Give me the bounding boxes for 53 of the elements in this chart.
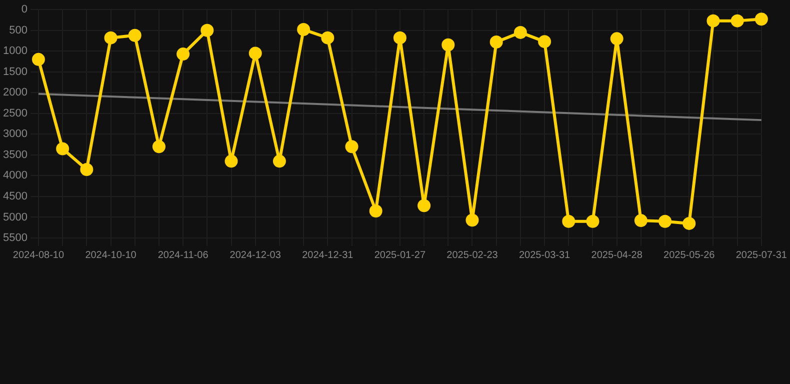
point	[442, 38, 455, 52]
point	[730, 14, 744, 28]
x-tick-label: 2024-12-31	[302, 250, 354, 261]
y-tick-label: 5000	[2, 211, 28, 224]
point	[393, 31, 406, 44]
point	[586, 214, 600, 228]
y-tick-label: 2500	[2, 107, 28, 120]
point	[490, 35, 503, 48]
x-tick-label: 2025-07-31	[736, 250, 788, 261]
x-tick-label: 2025-05-26	[664, 250, 716, 261]
x-tick-label: 2025-02-23	[446, 250, 498, 261]
x-tick-label: 2025-01-27	[374, 250, 426, 261]
x-tick-label: 2024-12-03	[230, 250, 282, 261]
y-tick-label: 1000	[2, 45, 28, 58]
point	[248, 46, 262, 60]
point	[176, 48, 190, 61]
point	[152, 140, 166, 154]
y-tick-label: 3000	[2, 128, 28, 140]
point	[80, 162, 94, 176]
point	[104, 31, 118, 44]
point	[514, 26, 527, 39]
y-tick-label: 2000	[2, 86, 28, 99]
point	[610, 32, 624, 46]
point	[562, 214, 576, 228]
point	[345, 140, 358, 154]
point	[682, 216, 696, 230]
point	[56, 142, 70, 156]
point	[634, 214, 648, 228]
point	[321, 31, 334, 44]
point	[200, 24, 214, 37]
point	[297, 23, 310, 36]
point	[272, 154, 286, 168]
point	[418, 199, 431, 212]
point	[224, 154, 238, 168]
x-tick-label: 2025-04-28	[591, 250, 643, 261]
x-tick-label: 2024-11-06	[158, 250, 209, 261]
x-tick-label: 2025-03-31	[518, 250, 571, 261]
point	[658, 214, 672, 228]
point	[706, 14, 720, 28]
y-tick-label: 4000	[2, 170, 28, 182]
y-tick-label: 3500	[2, 148, 28, 161]
y-tick-label: 500	[9, 24, 28, 36]
y-tick-label: 0	[21, 4, 28, 16]
y-tick-label: 4500	[2, 190, 28, 203]
x-tick-label: 2024-10-10	[85, 250, 137, 261]
point	[466, 214, 479, 227]
point	[128, 28, 142, 42]
y-tick-label: 1500	[2, 66, 28, 78]
x-tick-label: 2024-08-10	[12, 250, 64, 261]
point	[754, 12, 768, 26]
point	[369, 204, 382, 218]
point	[538, 35, 552, 48]
y-tick-label: 5500	[2, 232, 28, 244]
